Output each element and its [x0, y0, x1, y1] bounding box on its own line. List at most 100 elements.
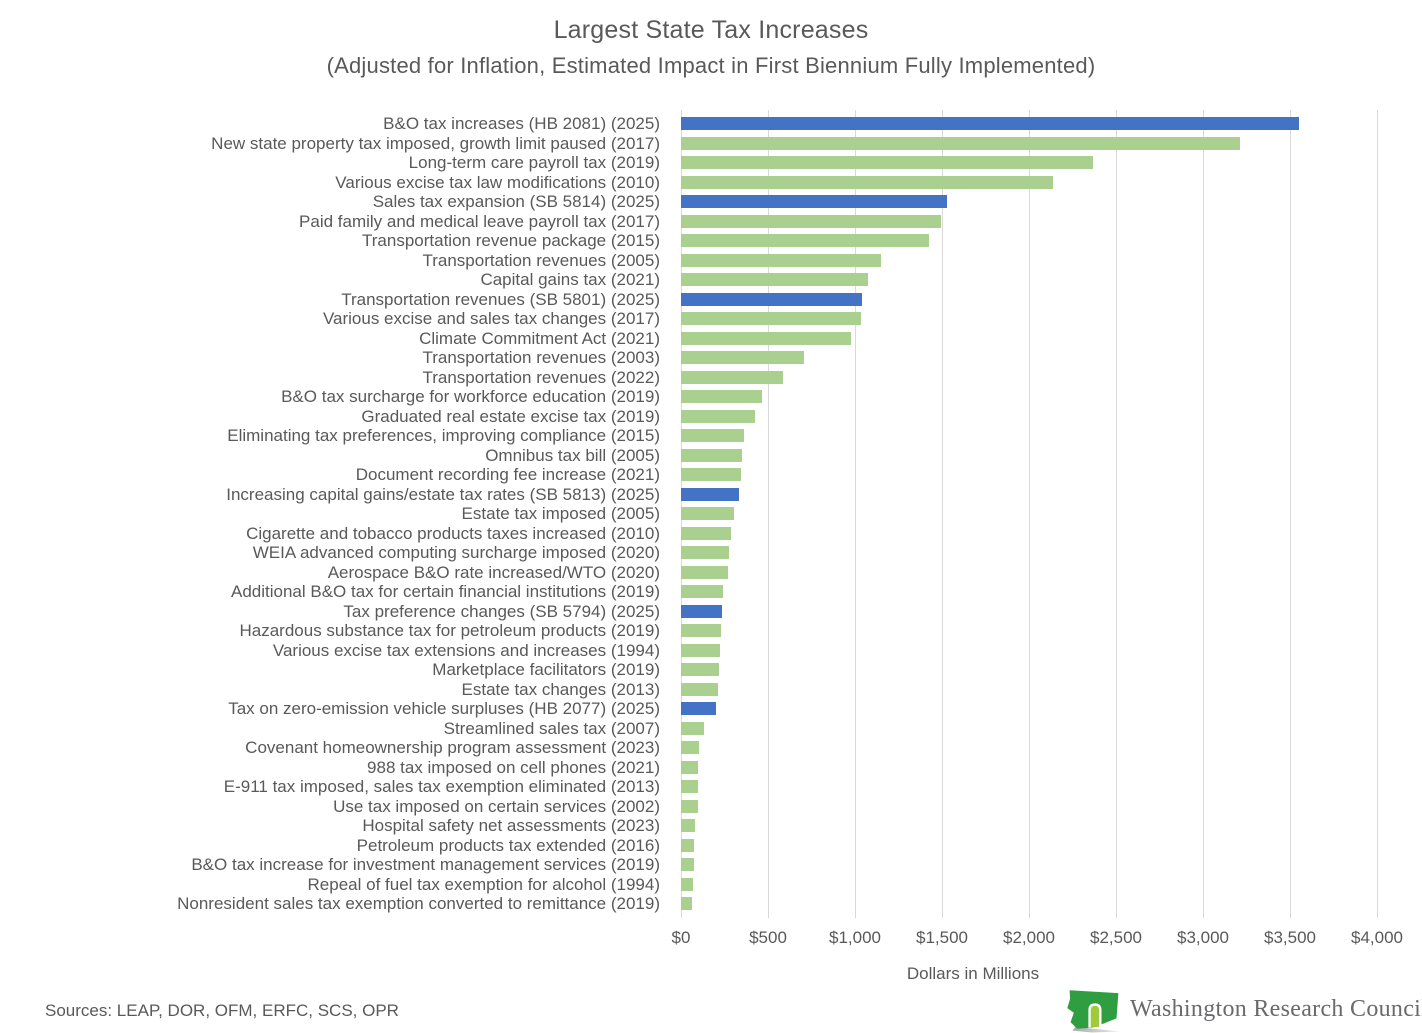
bar-row: Hospital safety net assessments (2023) — [0, 816, 1422, 836]
bar — [681, 312, 862, 326]
bar-track — [681, 699, 1422, 719]
bar — [681, 604, 722, 618]
bar-label: Petroleum products tax extended (2016) — [356, 835, 660, 855]
bar-label: Hazardous substance tax for petroleum pr… — [239, 621, 660, 640]
bar — [681, 721, 705, 735]
bar-track — [681, 309, 1422, 329]
bar-label: Covenant homeownership program assessmen… — [245, 738, 660, 757]
bar — [681, 409, 755, 423]
bar-row: Paid family and medical leave payroll ta… — [0, 212, 1422, 232]
bar-track — [681, 270, 1422, 290]
bar-row: Additional B&O tax for certain financial… — [0, 582, 1422, 602]
bar — [681, 663, 720, 677]
x-tick-label: $3,000 — [1177, 928, 1229, 947]
bar-row: Streamlined sales tax (2007) — [0, 719, 1422, 739]
bar-row: B&O tax increase for investment manageme… — [0, 855, 1422, 875]
bar-row: 988 tax imposed on cell phones (2021) — [0, 758, 1422, 778]
bar-row: Sales tax expansion (SB 5814) (2025) — [0, 192, 1422, 212]
bar-track — [681, 758, 1422, 778]
chart-subtitle: (Adjusted for Inflation, Estimated Impac… — [326, 53, 1096, 78]
bar-label: Estate tax imposed (2005) — [461, 504, 660, 523]
bar-row: Long-term care payroll tax (2019) — [0, 153, 1422, 173]
bar-track — [681, 212, 1422, 232]
bar — [681, 838, 695, 852]
bar-label: Document recording fee increase (2021) — [355, 465, 660, 484]
bar-track — [681, 485, 1422, 505]
bar-label: Transportation revenues (2003) — [422, 348, 660, 367]
gridline — [1377, 110, 1378, 918]
x-axis: $0 $500 $1,000 $1,500 $2,000 $2,500 $3,000 $3,5… — [672, 928, 1403, 950]
bar — [681, 117, 1299, 131]
bar-track — [681, 641, 1422, 661]
bar-label: 988 tax imposed on cell phones (2021) — [367, 757, 660, 777]
bar-row: Graduated real estate excise tax (2019) — [0, 407, 1422, 427]
bar-row: Document recording fee increase (2021) — [0, 465, 1422, 485]
bar — [681, 585, 723, 599]
bar-track — [681, 173, 1422, 193]
bar — [681, 487, 740, 501]
bar-track — [681, 875, 1422, 895]
bar-row: Transportation revenue package (2015) — [0, 231, 1422, 251]
bar-track — [681, 582, 1422, 602]
bar-track — [681, 407, 1422, 427]
bar — [681, 624, 722, 638]
bar-row: WEIA advanced computing surcharge impose… — [0, 543, 1422, 563]
bar-track — [681, 680, 1422, 700]
gridline — [942, 110, 943, 918]
bar-label: Omnibus tax bill (2005) — [485, 445, 660, 465]
bar-label: Climate Commitment Act (2021) — [419, 328, 660, 348]
bar — [681, 780, 699, 794]
bar-label: Increasing capital gains/estate tax rate… — [226, 484, 660, 504]
bar-track — [681, 777, 1422, 797]
bar-label: Aerospace B&O rate increased/WTO (2020) — [327, 562, 660, 582]
bar-track — [681, 465, 1422, 485]
gridline — [1116, 110, 1117, 918]
bar-label: Sales tax expansion (SB 5814) (2025) — [372, 192, 660, 211]
bar — [681, 351, 804, 365]
gridline — [1203, 110, 1204, 918]
bar-label: Use tax imposed on certain services (200… — [333, 796, 660, 816]
bar — [681, 819, 695, 833]
bar-label: Nonresident sales tax exemption converte… — [177, 894, 660, 913]
bar-label: B&O tax increase for investment manageme… — [191, 855, 660, 874]
washington-state-icon — [1067, 990, 1121, 1033]
bar-row: Estate tax changes (2013) — [0, 680, 1422, 700]
bar-row: Tax preference changes (SB 5794) (2025) — [0, 602, 1422, 622]
bar — [681, 643, 721, 657]
bar-row: Cigarette and tobacco products taxes inc… — [0, 524, 1422, 544]
bar — [681, 682, 719, 696]
bar-label: Capital gains tax (2021) — [480, 270, 660, 289]
x-tick-label: $2,500 — [1090, 928, 1142, 947]
bar-label: Eliminating tax preferences, improving c… — [227, 426, 660, 445]
bar-row: Transportation revenues (2003) — [0, 348, 1422, 368]
bar-label: Transportation revenues (2022) — [422, 367, 660, 387]
bar — [681, 448, 742, 462]
bar-label: B&O tax increases (HB 2081) (2025) — [383, 114, 660, 133]
bar-row: Climate Commitment Act (2021) — [0, 329, 1422, 349]
bar-label: Transportation revenue package (2015) — [362, 231, 660, 250]
bar-label: Tax on zero-emission vehicle surpluses (… — [228, 699, 660, 718]
bar-label: Tax preference changes (SB 5794) (2025) — [343, 601, 660, 621]
bar-row: Marketplace facilitators (2019) — [0, 660, 1422, 680]
bar-row: B&O tax increases (HB 2081) (2025) — [0, 114, 1422, 134]
bar-track — [681, 192, 1422, 212]
x-tick-label: $4,000 — [1351, 928, 1403, 947]
bar-label: Transportation revenues (SB 5801) (2025) — [341, 289, 660, 309]
bar-track — [681, 524, 1422, 544]
bar-row: Various excise tax law modifications (20… — [0, 173, 1422, 193]
bar-track — [681, 153, 1422, 173]
bar-row: Aerospace B&O rate increased/WTO (2020) — [0, 563, 1422, 583]
bar-track — [681, 504, 1422, 524]
bar-row: E-911 tax imposed, sales tax exemption e… — [0, 777, 1422, 797]
bar-row: Tax on zero-emission vehicle surpluses (… — [0, 699, 1422, 719]
bar-track — [681, 602, 1422, 622]
bar-track — [681, 855, 1422, 875]
bar — [681, 156, 1094, 170]
bar-rows: B&O tax increases (HB 2081) (2025) New st… — [0, 114, 1422, 914]
x-tick-label: $0 — [671, 928, 691, 947]
bar-row: B&O tax surcharge for workforce educatio… — [0, 387, 1422, 407]
bar-row: Repeal of fuel tax exemption for alcohol… — [0, 875, 1422, 895]
bar — [681, 253, 882, 267]
bar-track — [681, 368, 1422, 388]
bar-row: Capital gains tax (2021) — [0, 270, 1422, 290]
